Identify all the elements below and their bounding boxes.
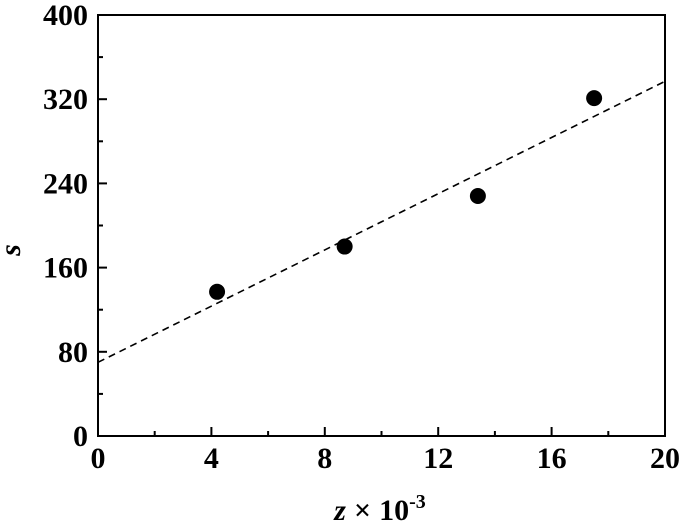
y-tick-label: 0 — [73, 420, 88, 453]
x-label-variable: z — [333, 494, 346, 526]
x-tick-label: 20 — [650, 442, 680, 475]
x-label-times: × — [354, 494, 371, 526]
x-label-exponent: -3 — [409, 491, 426, 513]
x-tick-label: 16 — [537, 442, 567, 475]
y-axis-label: s — [0, 244, 27, 257]
y-tick-label: 160 — [43, 252, 88, 285]
ticks: 0 4 8 12 16 20 0 80 160 240 320 400 — [43, 0, 680, 475]
data-point — [209, 283, 226, 300]
x-label-base: 10 — [379, 494, 409, 526]
series — [97, 80, 666, 364]
x-tick-label: 0 — [91, 442, 106, 475]
plot-frame — [97, 14, 666, 437]
x-axis-label: z × 10-3 — [333, 491, 425, 526]
y-tick-label: 320 — [43, 83, 88, 116]
x-tick-label: 12 — [423, 442, 453, 475]
data-point — [469, 188, 486, 205]
axes — [97, 14, 666, 437]
data-point — [336, 238, 353, 255]
x-tick-label: 8 — [317, 442, 332, 475]
data-point — [586, 90, 603, 107]
fit-line — [97, 80, 666, 364]
y-tick-label: 400 — [43, 0, 88, 32]
y-tick-label: 240 — [43, 167, 88, 200]
y-tick-label: 80 — [58, 336, 88, 369]
x-tick-label: 4 — [204, 442, 219, 475]
